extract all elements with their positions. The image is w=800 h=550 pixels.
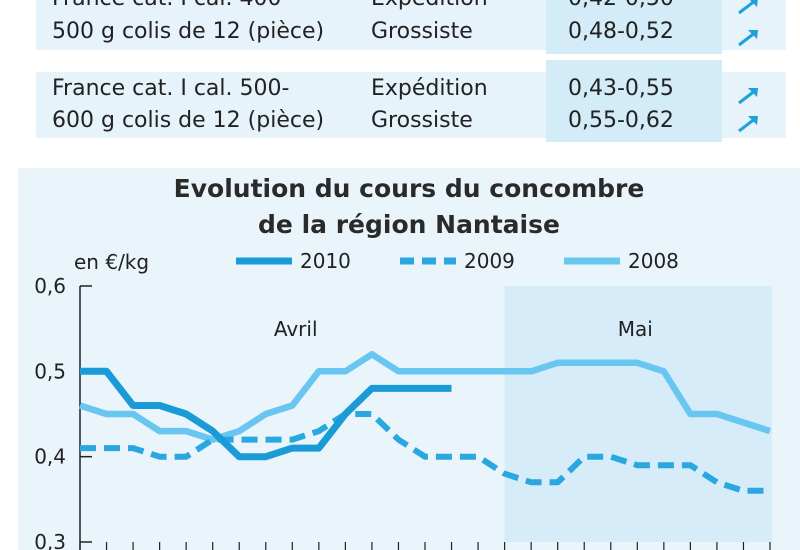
price-table: France cat. I cal. 400- 500 g colis de 1… [36,0,786,142]
month-label: Avril [274,317,318,341]
product-name: 600 g colis de 12 (pièce) [52,108,325,133]
product-name: France cat. I cal. 400- [52,0,352,15]
legend-swatch-2008 [564,257,620,265]
legend-label-2009: 2009 [464,249,515,273]
up-arrow-icon [736,112,762,139]
y-tick-label: 0,6 [34,274,66,298]
product-name: France cat. I cal. 500- [52,76,290,101]
y-tick-label: 0,3 [34,530,66,550]
market-stage: Grossiste [371,19,473,44]
month-label: Mai [618,317,653,341]
series-line-2009 [80,411,770,494]
series-line-2008 [79,351,772,443]
legend-swatch-2009 [400,257,456,265]
chart-panel: Evolution du cours du concombre de la ré… [18,168,800,550]
row-separator [36,54,786,60]
chart-title: Evolution du cours du concombre [173,174,645,203]
up-arrow-icon [736,84,762,111]
line-chart: Avril Mai 0,3 0,4 0,5 0,6 [34,274,772,550]
up-arrow-icon [736,0,762,21]
up-arrow-icon [736,26,762,53]
chart-subtitle: de la région Nantaise [258,210,560,239]
price-column-band [546,0,722,142]
price-range: 0,43-0,55 [568,76,674,101]
market-stage: Expédition [371,0,488,15]
price-range: 0,48-0,52 [568,19,674,44]
y-tick-label: 0,5 [34,359,66,383]
product-name: 500 g colis de 12 (pièce) [52,19,325,44]
legend-swatch-2010 [236,257,292,265]
y-axis-unit-label: en €/kg [74,250,150,274]
price-range: 0,55-0,62 [568,108,674,133]
legend-label-2008: 2008 [628,249,679,273]
price-range: 0,42-0,50 [568,0,674,15]
market-stage: Expédition [371,76,488,101]
series-line-2010 [80,367,452,461]
market-stage: Grossiste [371,108,473,133]
y-tick-label: 0,4 [34,445,66,469]
legend-label-2010: 2010 [300,249,351,273]
